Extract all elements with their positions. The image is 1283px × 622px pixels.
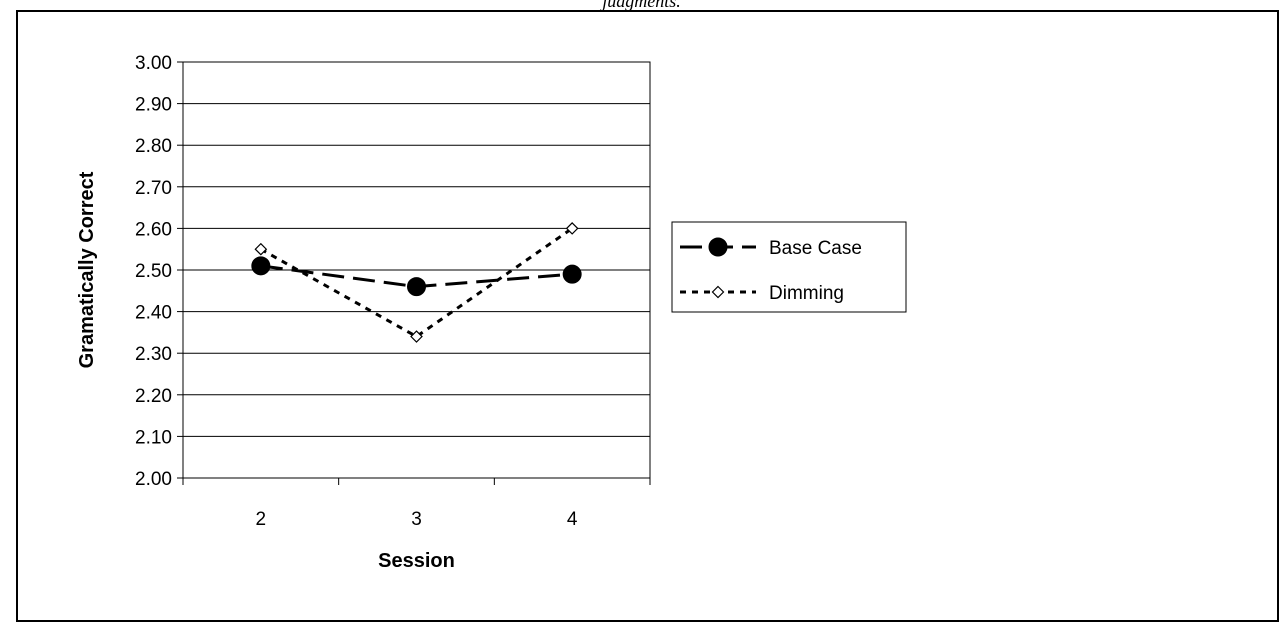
y-tick-label: 2.50 xyxy=(135,261,172,282)
legend-label: Dimming xyxy=(769,283,844,304)
figure-caption: judgments. xyxy=(602,0,681,11)
x-tick-label: 4 xyxy=(567,509,578,530)
y-tick-label: 2.70 xyxy=(135,178,172,199)
data-point xyxy=(565,222,579,235)
y-tick-label: 2.30 xyxy=(135,344,172,365)
y-axis-title: Gramatically Correct xyxy=(76,171,98,368)
y-tick-label: 2.80 xyxy=(135,136,172,157)
data-point xyxy=(251,256,271,276)
y-tick-label: 2.00 xyxy=(135,469,172,490)
data-point xyxy=(562,264,582,284)
series-layer xyxy=(251,222,582,343)
x-tick-labels: 2 3 4 xyxy=(256,509,578,530)
legend-marker xyxy=(711,285,725,299)
y-tick-label: 2.40 xyxy=(135,303,172,324)
axes xyxy=(177,61,651,485)
x-tick-label: 3 xyxy=(411,509,422,530)
y-tick-label: 3.00 xyxy=(135,53,172,74)
y-tick-label: 2.20 xyxy=(135,386,172,407)
legend-marker xyxy=(708,237,728,257)
y-tick-labels: 3.00 2.90 2.80 2.70 2.60 2.50 2.40 2.30 2.20 2.10… xyxy=(135,53,172,490)
series-line xyxy=(260,227,574,339)
legend-label: Base Case xyxy=(769,238,862,259)
legend-box xyxy=(671,221,907,313)
legend: Base Case Dimming xyxy=(671,221,907,313)
y-tick-label: 2.60 xyxy=(135,219,172,240)
plot-area xyxy=(182,61,651,479)
x-tick-label: 2 xyxy=(256,509,267,530)
y-tick-label: 2.90 xyxy=(135,95,172,116)
gridlines xyxy=(183,61,650,437)
y-tick-label: 2.10 xyxy=(135,427,172,448)
data-point xyxy=(254,242,268,256)
data-point xyxy=(410,330,423,343)
data-point xyxy=(407,277,426,297)
x-axis-title: Session xyxy=(378,550,455,572)
